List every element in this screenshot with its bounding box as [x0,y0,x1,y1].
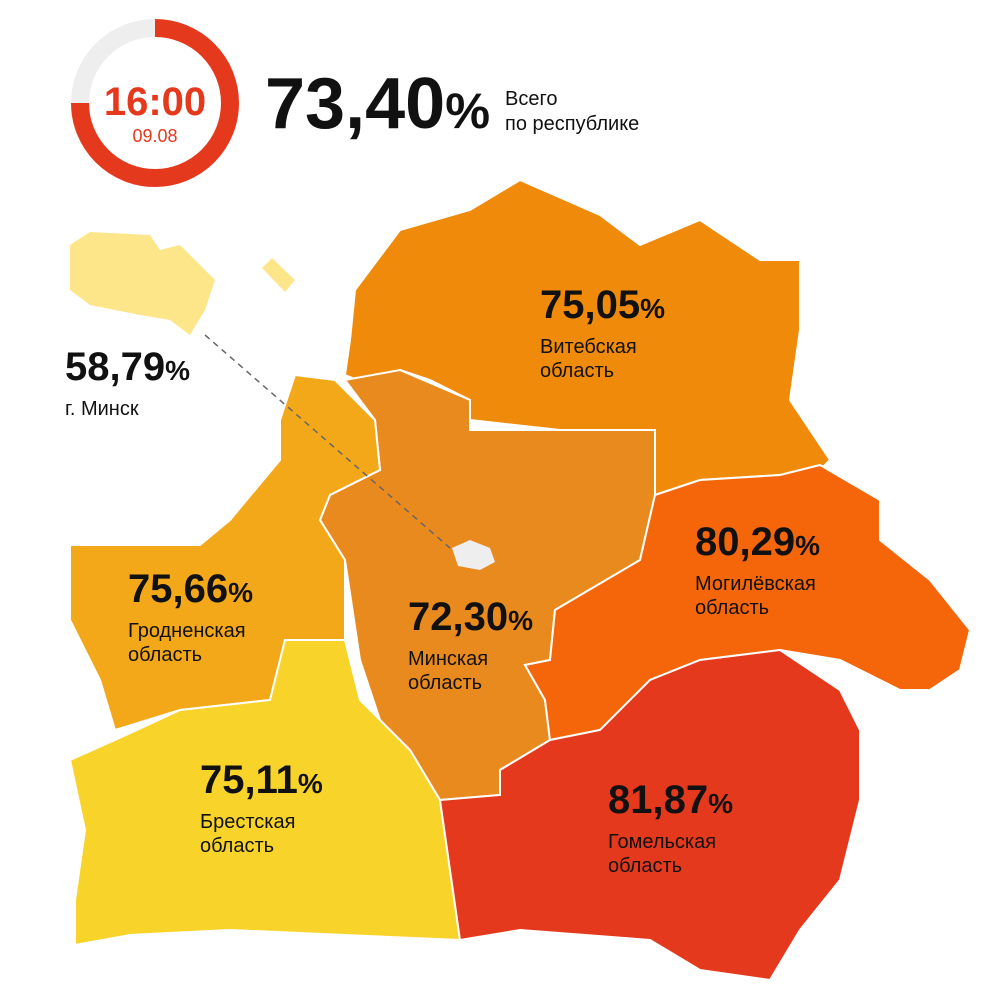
region-name: Минская [408,648,488,670]
region-name: область [408,672,482,694]
percent-unit: % [708,788,733,819]
percent: 81,87% [608,778,733,822]
percent-unit: % [508,605,533,636]
map [68,178,972,982]
percent: 58,79% [65,345,190,389]
region-name: Могилёвская [695,573,816,595]
region-name: область [608,855,682,877]
percent: 75,11% [200,758,323,802]
percent-value: 80,29 [695,520,795,564]
clock: 16:00 09.08 [71,19,239,187]
region-name: область [695,597,769,619]
minsk-city-small [262,258,295,292]
percent-unit: % [165,355,190,386]
percent-value: 73,40 [265,64,445,144]
percent: 80,29% [695,520,820,564]
region-name: область [200,835,274,857]
mogilev-region [523,463,972,742]
percent-value: 81,87 [608,778,708,822]
percent-value: 72,30 [408,595,508,639]
percent-value: 58,79 [65,345,165,389]
region-name: г. Минск [65,398,139,420]
minsk-city [70,232,215,335]
percent-unit: % [445,82,490,139]
region-name: Гомельская [608,831,716,853]
clock-time: 16:00 [104,80,206,124]
minsk-city-marker [452,540,495,570]
region-name: Брестская [200,811,295,833]
percent: 75,05% [540,283,665,327]
percent: 72,30% [408,595,533,639]
total-label: Всего [505,88,557,110]
region-name: область [128,644,202,666]
percent-unit: % [228,577,253,608]
region-name: Гродненская [128,620,246,642]
percent: 73,40% [265,64,490,144]
percent-unit: % [298,768,323,799]
percent-unit: % [640,293,665,324]
percent: 75,66% [128,567,253,611]
total-label: по республике [505,113,639,135]
region-name: Витебская [540,336,637,358]
gomel-region [438,648,861,982]
clock-arc [71,19,239,187]
region-name: область [540,360,614,382]
percent-unit: % [795,530,820,561]
percent-value: 75,66 [128,567,228,611]
percent-value: 75,11 [200,758,298,802]
percent-value: 75,05 [540,283,640,327]
clock-date: 09.08 [132,126,177,146]
